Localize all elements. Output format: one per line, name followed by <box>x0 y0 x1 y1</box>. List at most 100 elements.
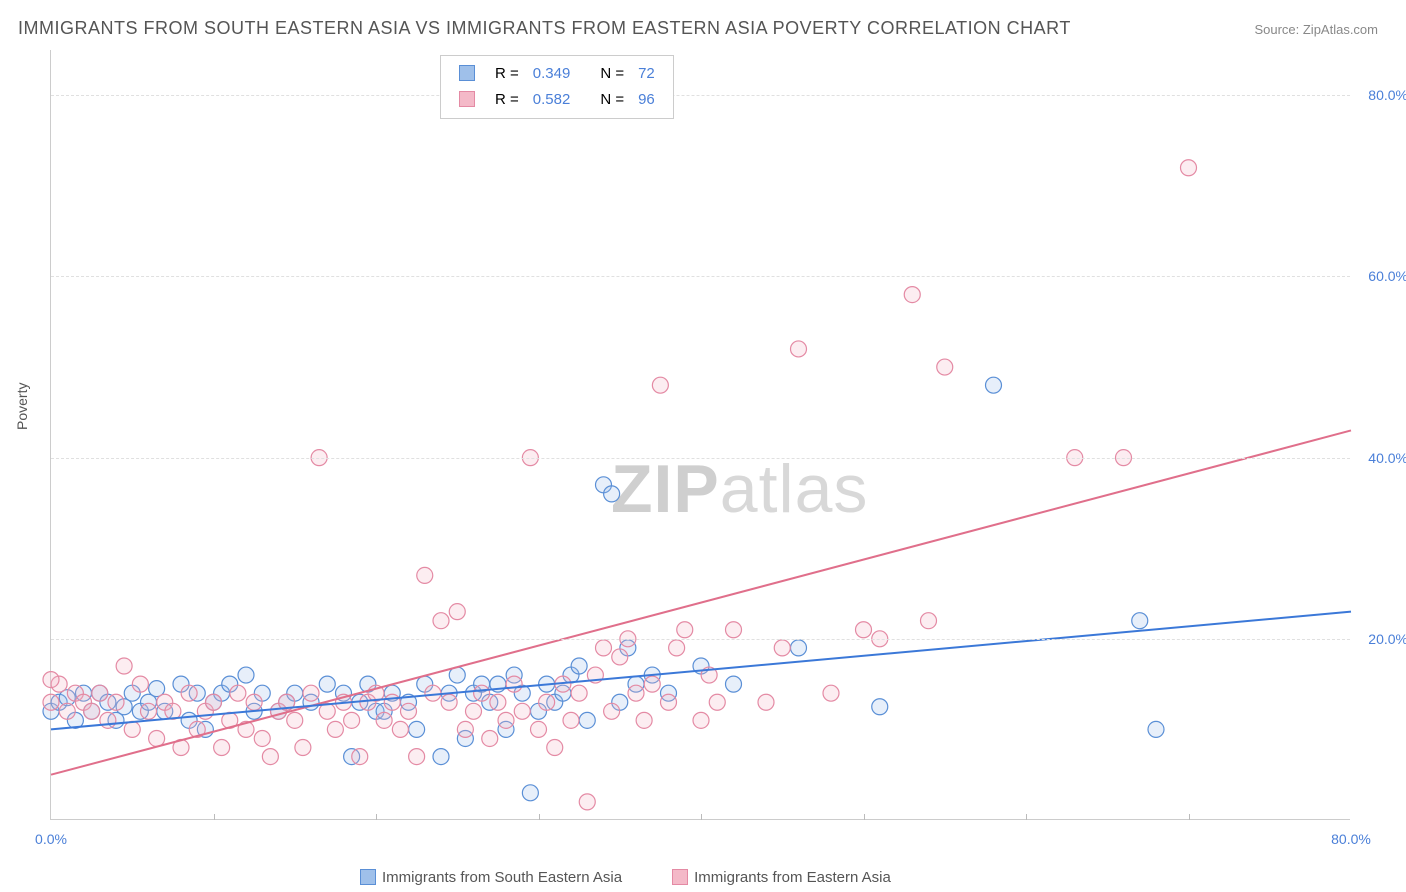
data-point <box>482 730 498 746</box>
data-point <box>409 749 425 765</box>
data-point <box>604 486 620 502</box>
data-point <box>43 694 59 710</box>
data-point <box>791 341 807 357</box>
x-tick-label-right: 80.0% <box>1331 831 1371 847</box>
r-label: R = <box>489 62 525 86</box>
data-point <box>514 703 530 719</box>
data-point <box>206 694 222 710</box>
data-point <box>92 685 108 701</box>
data-point <box>856 622 872 638</box>
source-link[interactable]: ZipAtlas.com <box>1303 22 1378 37</box>
y-tick-label: 60.0% <box>1368 268 1406 284</box>
data-point <box>490 694 506 710</box>
data-point <box>230 685 246 701</box>
data-point <box>319 676 335 692</box>
data-point <box>1132 613 1148 629</box>
data-point <box>563 712 579 728</box>
data-point <box>669 640 685 656</box>
data-point <box>628 685 644 701</box>
x-tick <box>539 814 540 820</box>
data-point <box>376 712 392 728</box>
data-point <box>596 640 612 656</box>
legend-series-item: Immigrants from South Eastern Asia <box>360 869 622 886</box>
y-tick-label: 20.0% <box>1368 631 1406 647</box>
data-point <box>986 377 1002 393</box>
data-point <box>384 694 400 710</box>
gridline <box>51 276 1350 277</box>
data-point <box>677 622 693 638</box>
data-point <box>937 359 953 375</box>
data-point <box>433 613 449 629</box>
data-point <box>531 721 547 737</box>
data-point <box>1148 721 1164 737</box>
data-point <box>571 685 587 701</box>
legend-stats-box: R =0.349N =72R =0.582N =96 <box>440 55 674 119</box>
data-point <box>124 721 140 737</box>
data-point <box>287 712 303 728</box>
gridline <box>51 458 1350 459</box>
data-point <box>327 721 343 737</box>
data-point <box>132 676 148 692</box>
legend-swatch <box>459 91 475 107</box>
n-label: N = <box>594 88 630 112</box>
data-point <box>246 694 262 710</box>
data-point <box>474 685 490 701</box>
source-label: Source: <box>1254 22 1302 37</box>
data-point <box>295 740 311 756</box>
r-value: 0.582 <box>527 88 577 112</box>
y-tick-label: 80.0% <box>1368 87 1406 103</box>
data-point <box>823 685 839 701</box>
legend-series-label: Immigrants from South Eastern Asia <box>382 869 622 886</box>
data-point <box>644 676 660 692</box>
data-point <box>498 712 514 728</box>
data-point <box>604 703 620 719</box>
data-point <box>636 712 652 728</box>
legend-swatch <box>672 869 688 885</box>
data-point <box>904 287 920 303</box>
data-point <box>409 721 425 737</box>
n-value: 96 <box>632 88 661 112</box>
x-tick <box>214 814 215 820</box>
x-tick <box>1189 814 1190 820</box>
data-point <box>344 712 360 728</box>
data-point <box>872 699 888 715</box>
data-point <box>262 749 278 765</box>
data-point <box>303 685 319 701</box>
n-value: 72 <box>632 62 661 86</box>
data-point <box>726 676 742 692</box>
n-label: N = <box>594 62 630 86</box>
x-tick <box>701 814 702 820</box>
data-point <box>612 649 628 665</box>
data-point <box>401 703 417 719</box>
x-tick-label-left: 0.0% <box>35 831 67 847</box>
chart-title: IMMIGRANTS FROM SOUTH EASTERN ASIA VS IM… <box>18 18 1071 39</box>
x-tick <box>376 814 377 820</box>
data-point <box>547 740 563 756</box>
legend-swatch <box>360 869 376 885</box>
data-point <box>392 721 408 737</box>
data-point <box>181 685 197 701</box>
y-tick-label: 40.0% <box>1368 450 1406 466</box>
x-tick <box>864 814 865 820</box>
data-point <box>1181 160 1197 176</box>
data-point <box>441 694 457 710</box>
x-tick <box>1026 814 1027 820</box>
data-point <box>726 622 742 638</box>
data-point <box>254 730 270 746</box>
scatter-svg <box>51 50 1350 819</box>
data-point <box>417 567 433 583</box>
legend-series-item: Immigrants from Eastern Asia <box>672 869 891 886</box>
data-point <box>149 730 165 746</box>
data-point <box>425 685 441 701</box>
data-point <box>579 712 595 728</box>
data-point <box>652 377 668 393</box>
legend-series-label: Immigrants from Eastern Asia <box>694 869 891 886</box>
r-label: R = <box>489 88 525 112</box>
data-point <box>214 740 230 756</box>
data-point <box>59 703 75 719</box>
data-point <box>84 703 100 719</box>
data-point <box>522 785 538 801</box>
legend-swatch <box>459 65 475 81</box>
data-point <box>141 703 157 719</box>
data-point <box>791 640 807 656</box>
